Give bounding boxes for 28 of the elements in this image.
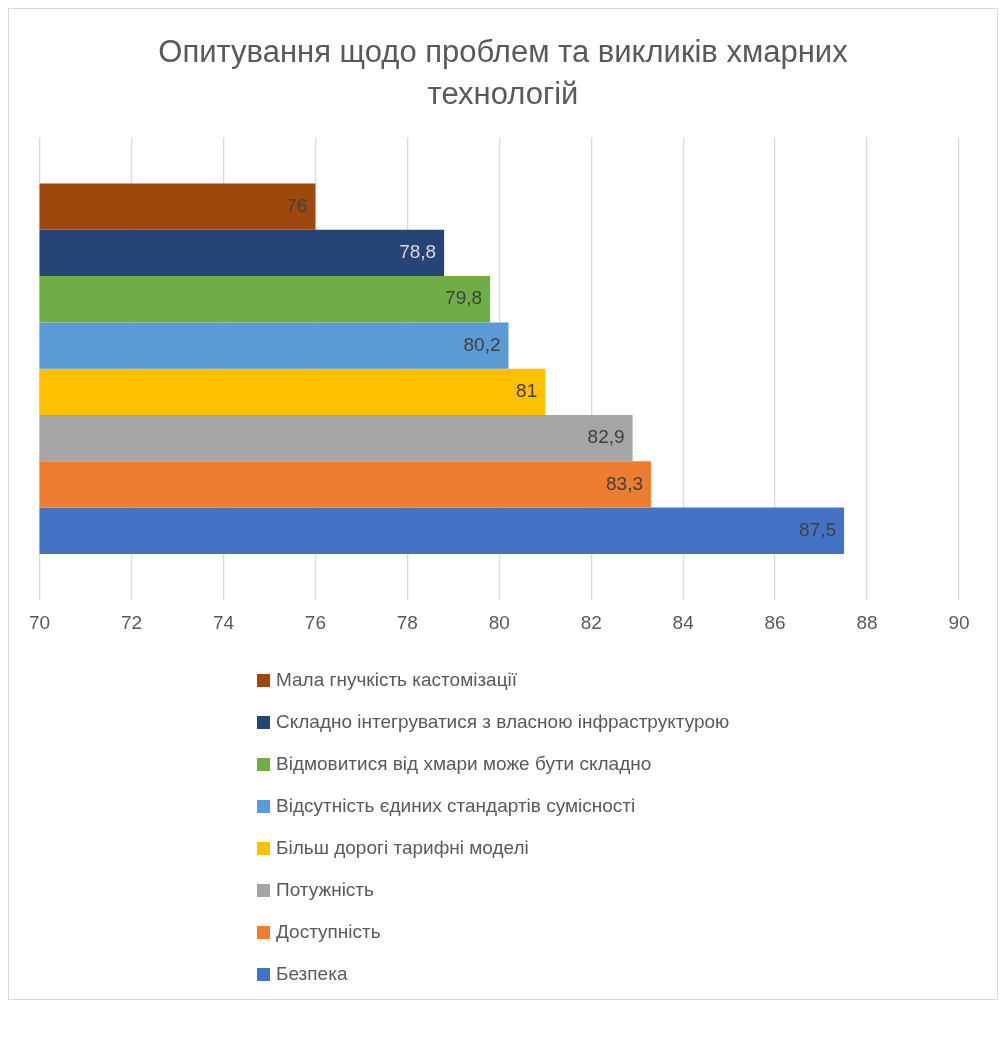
data-label: 83,3 xyxy=(606,472,643,494)
x-tick-label: 86 xyxy=(764,611,786,633)
x-tick-label: 76 xyxy=(304,611,326,633)
data-label: 81 xyxy=(516,380,538,402)
data-label: 87,5 xyxy=(799,518,837,540)
data-label: 80,2 xyxy=(463,333,501,355)
x-tick-label: 82 xyxy=(580,611,602,633)
data-label: 82,9 xyxy=(587,426,625,448)
legend-label: Безпека xyxy=(276,963,348,985)
data-label: 78,8 xyxy=(399,241,437,263)
legend-label: Складно інтегруватися з власною інфраструктурою xyxy=(276,711,730,733)
x-tick-label: 72 xyxy=(120,611,143,633)
x-tick-label: 88 xyxy=(856,611,878,633)
x-tick-label: 80 xyxy=(488,611,510,633)
chart-title: Опитування щодо проблем та викликів хмарних технологій xyxy=(157,33,849,113)
x-tick-label: 90 xyxy=(948,611,970,633)
legend-label: Відсутність єдиних стандартів сумісності xyxy=(276,795,636,817)
legend-label: Мала гнучкість кастомізації xyxy=(276,669,518,691)
data-label: 76 xyxy=(286,194,308,216)
x-tick-label: 84 xyxy=(672,611,695,633)
x-tick-label: 70 xyxy=(29,611,51,633)
x-tick-label: 74 xyxy=(212,611,235,633)
data-label: 79,8 xyxy=(445,287,483,309)
legend-label: Більш дорогі тарифні моделі xyxy=(276,837,529,859)
legend-label: Відмовитися від хмари може бути складно xyxy=(276,753,652,775)
legend-label: Потужність xyxy=(276,879,374,901)
x-tick-label: 78 xyxy=(396,611,418,633)
legend-label: Доступність xyxy=(276,921,381,943)
